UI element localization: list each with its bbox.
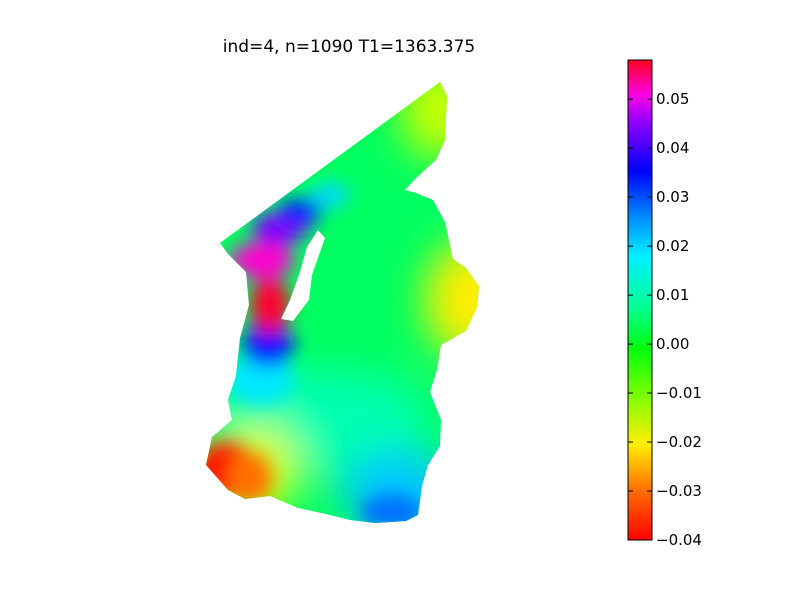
field-strip-blue: [242, 323, 294, 367]
field-right-yellow: [425, 240, 479, 360]
colorbar-tick-label: −0.02: [656, 433, 702, 451]
field-top-blue: [278, 198, 322, 226]
field-left-cyan: [225, 355, 295, 405]
colorbar-tick-label: −0.01: [656, 384, 702, 402]
colorbar-tick-label: 0.01: [656, 286, 689, 304]
field-top-right-yellow: [400, 82, 479, 160]
colorbar-fill: [628, 60, 652, 540]
field-bottom-blue: [360, 494, 424, 523]
field-top-cyan: [310, 183, 350, 207]
colorbar-tick-label: −0.04: [656, 531, 702, 549]
colorbar-tick-label: 0.00: [656, 335, 689, 353]
colorbar-frame: [627, 59, 653, 541]
colorbar-tick-label: 0.02: [656, 237, 689, 255]
field-strip-magenta: [230, 242, 294, 278]
field-map: [206, 82, 479, 523]
colorbar-tick-label: 0.05: [656, 90, 689, 108]
field-strip-red: [250, 277, 290, 333]
chart-title: ind=4, n=1090 T1=1363.375: [223, 37, 475, 57]
colorbar-tick-label: 0.03: [656, 188, 689, 206]
colorbar-ticks: −0.04 −0.03 −0.02 −0.01 0.00 0.01 0.02 0.03 0.04…: [628, 90, 702, 549]
field-bottom-left-orange: [228, 452, 272, 504]
colorbar-tick-label: 0.04: [656, 139, 689, 157]
colorbar: −0.04 −0.03 −0.02 −0.01 0.00 0.01 0.02 0.03 0.04…: [627, 59, 702, 549]
colorbar-tick-label: −0.03: [656, 482, 702, 500]
